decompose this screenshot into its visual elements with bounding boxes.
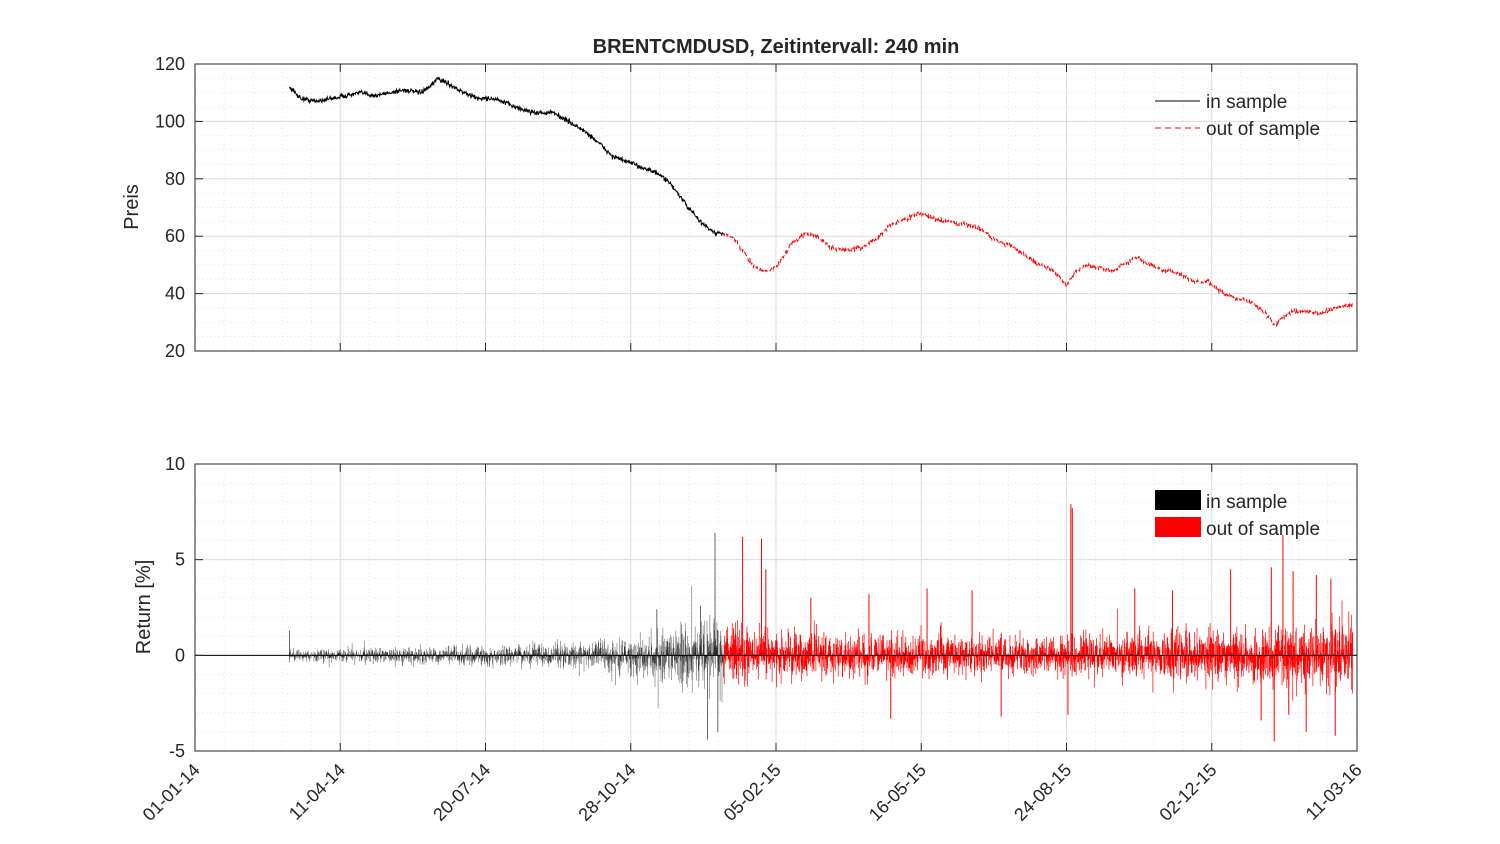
price-y-axis-label: Preis bbox=[121, 184, 143, 230]
y-tick-label: 0 bbox=[175, 645, 185, 665]
return-y-ticks: -5 0 5 10 bbox=[165, 454, 1357, 761]
x-tick-label: 01-01-14 bbox=[139, 760, 204, 825]
price-x-ticks bbox=[194, 64, 1358, 351]
price-series bbox=[289, 76, 1354, 328]
legend-in-sample-label: in sample bbox=[1206, 92, 1287, 113]
legend-out-of-sample-label: out of sample bbox=[1206, 119, 1320, 140]
legend-in-sample-label: in sample bbox=[1206, 492, 1287, 513]
price-series-line-in-sample bbox=[289, 76, 724, 238]
legend-out-of-sample-patch bbox=[1155, 517, 1201, 537]
return-legend: in sample out of sample bbox=[1155, 490, 1320, 540]
y-tick-label: 120 bbox=[155, 54, 185, 74]
y-tick-label: 20 bbox=[165, 341, 185, 361]
y-tick-label: 100 bbox=[155, 111, 185, 131]
x-tick-label: 11-03-16 bbox=[1302, 760, 1366, 824]
price-legend: in sample out of sample bbox=[1155, 92, 1320, 140]
y-tick-label: 80 bbox=[165, 169, 185, 189]
price-series-line-out-of-sample bbox=[723, 211, 1354, 328]
return-panel: -5 0 5 10 01-01-14 11-04-14 20-07-14 28-10-14 0… bbox=[133, 454, 1366, 825]
x-tick-label: 24-08-15 bbox=[1010, 760, 1075, 825]
x-tick-label: 05-02-15 bbox=[720, 760, 785, 825]
legend-out-of-sample-label: out of sample bbox=[1206, 519, 1320, 540]
chart-title: BRENTCMDUSD, Zeitintervall: 240 min bbox=[593, 36, 960, 58]
x-tick-label: 16-05-15 bbox=[865, 760, 930, 825]
price-major-grid bbox=[195, 64, 1357, 351]
y-tick-label: 10 bbox=[165, 454, 185, 474]
x-tick-label: 02-12-15 bbox=[1155, 760, 1220, 825]
y-tick-label: 5 bbox=[175, 550, 185, 570]
y-tick-label: 40 bbox=[165, 284, 185, 304]
return-y-axis-label: Return [%] bbox=[133, 560, 155, 654]
return-bars-in-sample bbox=[289, 585, 724, 709]
x-tick-label: 20-07-14 bbox=[429, 760, 494, 825]
y-tick-label: -5 bbox=[169, 741, 185, 761]
price-panel: 20 40 60 80 100 120 BRENTCMDUSD, Zeitinterval… bbox=[121, 36, 1358, 361]
x-tick-label: 28-10-14 bbox=[574, 760, 639, 825]
return-series bbox=[195, 504, 1357, 742]
price-y-ticks: 20 40 60 80 100 120 bbox=[155, 54, 1357, 361]
y-tick-label: 60 bbox=[165, 226, 185, 246]
legend-in-sample-patch bbox=[1155, 490, 1201, 510]
x-tick-label: 11-04-14 bbox=[285, 760, 349, 824]
